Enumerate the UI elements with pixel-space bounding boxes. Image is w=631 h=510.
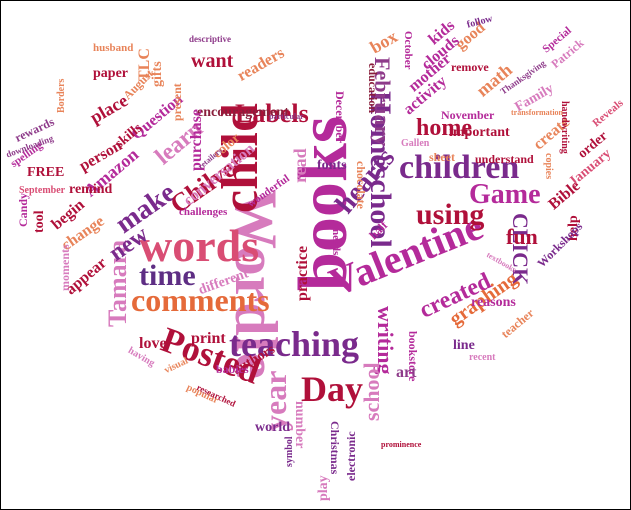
word-teacher: teacher (498, 305, 537, 341)
word-comments: comments (131, 282, 270, 318)
word-present: present (170, 83, 184, 121)
word-reasons: reasons (471, 295, 516, 310)
word-needs: needs (330, 229, 342, 256)
word-workshops: Workshops (534, 219, 586, 271)
word-understand: understand (475, 152, 534, 166)
word-moments: moments (58, 244, 72, 291)
word-paper: paper (93, 66, 128, 81)
word-electronic: electronic (344, 431, 358, 481)
word-teaching: teaching (229, 324, 359, 364)
word-read: read (290, 148, 310, 183)
word-symbol: symbol (284, 436, 295, 467)
word-copies: copies (543, 153, 554, 180)
word-remind: remind (69, 182, 113, 197)
word-challenges: challenges (179, 206, 228, 218)
word-love: love (139, 335, 167, 352)
word-husband: husband (93, 42, 134, 54)
word-labels: Labels (235, 99, 309, 128)
word-prominence: prominence (381, 440, 422, 449)
word-december: December (333, 91, 347, 143)
word-home: home (416, 115, 472, 141)
word-art: art (396, 364, 417, 381)
word-children: children (399, 149, 520, 186)
word-box: box (366, 26, 401, 58)
word-time: time (139, 259, 196, 292)
word-line: line (453, 338, 475, 353)
word-play: play (316, 475, 331, 501)
word-gallen: Gallen (401, 138, 430, 149)
word-game: Game (469, 179, 541, 210)
word-october: October (402, 31, 414, 70)
word-chocolate: chocolate (354, 161, 368, 209)
word-november: November (441, 108, 495, 122)
word-words: words (139, 220, 260, 271)
word-tool: tool (32, 210, 47, 233)
word-important: important (449, 125, 510, 140)
word-education: education (366, 63, 380, 114)
word-particular: particular (269, 112, 304, 121)
word-reveals: Reveals (590, 97, 626, 130)
word-recent: recent (469, 352, 496, 363)
word-fun: fun (506, 224, 538, 249)
word-descriptive: descriptive (189, 34, 231, 44)
word-sheet: sheet (429, 150, 455, 164)
word-using: using (416, 198, 485, 231)
word-borders: Borders (56, 78, 67, 113)
word-fonts: fonts (317, 158, 347, 173)
word-readers: readers (234, 44, 288, 85)
word-free: FREE (27, 165, 65, 180)
word-world: world (255, 420, 290, 435)
word-transformation: transformation (511, 108, 563, 117)
word-want: want (191, 50, 234, 72)
word-encouragement: encouragement (197, 105, 289, 120)
word-remove: remove (451, 60, 489, 74)
word-september: September (19, 185, 66, 196)
word-practice: practice (294, 245, 311, 301)
word-day: Day (301, 369, 363, 409)
word-school: school (359, 362, 384, 421)
word-christmas: Christmas (328, 421, 342, 475)
word-candy: Candy (16, 192, 30, 227)
word-babies: babies (216, 362, 249, 376)
word-print: print (191, 330, 226, 347)
